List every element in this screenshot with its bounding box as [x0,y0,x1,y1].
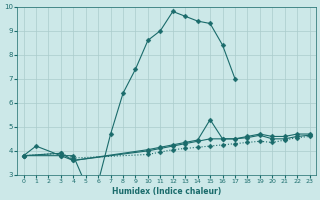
X-axis label: Humidex (Indice chaleur): Humidex (Indice chaleur) [112,187,221,196]
